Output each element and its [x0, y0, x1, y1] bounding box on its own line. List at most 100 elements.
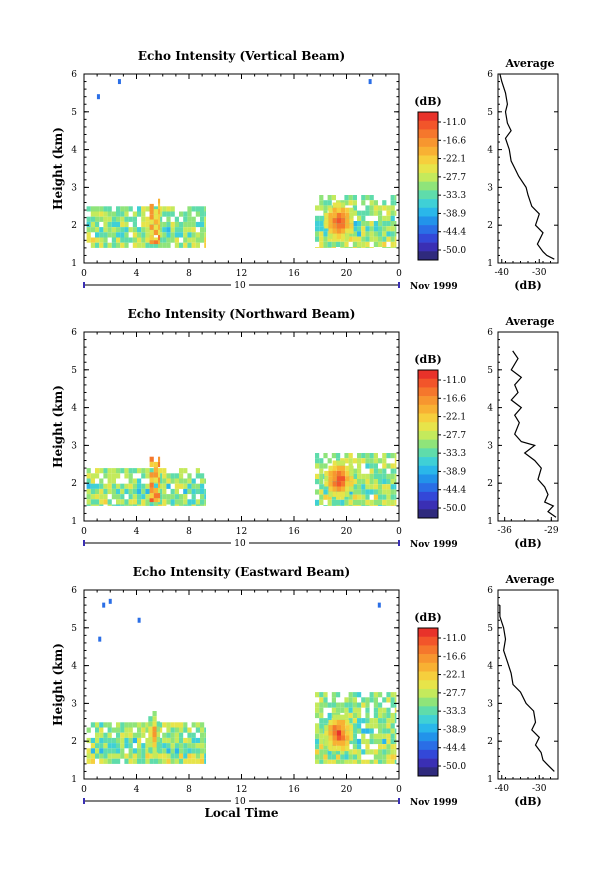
colorbar-swatch [418, 242, 438, 252]
echo-cell [174, 216, 179, 222]
echo-cell [382, 453, 387, 459]
echo-cell [107, 483, 112, 489]
echo-cell [319, 738, 324, 745]
echo-cell [361, 759, 366, 764]
echo-cell [332, 719, 337, 726]
echo-cell [324, 212, 329, 219]
echo-cell [365, 205, 370, 211]
echo-cell [187, 211, 192, 217]
echo-cell [141, 504, 146, 506]
echo-cell [336, 212, 341, 219]
echo-cell [166, 499, 171, 505]
echo-cell [386, 733, 391, 739]
y-tick-label: 2 [71, 221, 77, 231]
x-tick-label: 20 [341, 785, 353, 795]
colorbar-swatch [418, 688, 438, 698]
echo-cell [341, 202, 346, 208]
echo-cell [390, 744, 395, 750]
echo-cell [141, 468, 146, 474]
echo-cell [204, 227, 206, 233]
echo-cell [341, 491, 346, 497]
echo-cell [187, 753, 192, 759]
echo-cell [352, 231, 357, 237]
echo-cell [357, 738, 362, 745]
echo-cell [369, 195, 374, 201]
echo-cell [158, 472, 161, 478]
echo-cell [128, 478, 133, 484]
panel-3: Echo Intensity (Eastward Beam)0 4 8 12 16 20 0… [51, 565, 559, 820]
echo-cell [137, 483, 142, 489]
echo-cell [352, 733, 357, 739]
echo-cell [99, 743, 104, 749]
echo-cell [365, 499, 370, 505]
echo-cell [315, 505, 320, 506]
echo-cell [145, 227, 150, 233]
echo-cell [361, 195, 366, 201]
echo-cell [373, 702, 378, 708]
echo-cell [328, 470, 333, 477]
echo-cell [345, 725, 350, 731]
echo-cell [111, 504, 116, 506]
echo-cell [357, 479, 362, 485]
echo-cell [378, 221, 383, 227]
echo-cell [145, 727, 150, 733]
echo-cell [183, 216, 188, 222]
echo-cell [111, 221, 116, 228]
echo-cell [162, 206, 167, 212]
echo-cell [86, 227, 91, 233]
echo-cell [145, 242, 150, 248]
echo-cell [323, 759, 328, 764]
echo-cell [179, 473, 184, 479]
echo-cell [137, 504, 142, 506]
colorbar-swatch [418, 387, 438, 397]
echo-cell [390, 718, 395, 724]
echo-cell [141, 494, 146, 500]
echo-cell [107, 478, 112, 484]
echo-cell [390, 205, 395, 211]
echo-cell [174, 227, 179, 233]
echo-cell [162, 488, 167, 495]
echo-cell [90, 473, 95, 479]
colorbar-swatch [418, 225, 438, 235]
echo-cell [191, 753, 196, 759]
echo-cell [179, 753, 184, 759]
echo-cell [148, 731, 153, 737]
echo-cell [390, 484, 395, 490]
echo-cell [170, 753, 175, 759]
colorbar-swatch [418, 767, 438, 777]
echo-cell [166, 216, 171, 222]
echo-cell [365, 195, 370, 201]
echo-cell [394, 231, 397, 237]
echo-cell [378, 236, 383, 242]
echo-cell [116, 468, 121, 474]
average-y-tick-label: 4 [487, 146, 493, 156]
echo-cell [200, 748, 205, 754]
echo-cell [361, 453, 366, 459]
echo-cell [336, 460, 341, 466]
echo-cell [378, 499, 383, 505]
colorbar-swatch [418, 706, 438, 716]
y-tick-label: 6 [71, 70, 77, 80]
echo-cell [352, 754, 357, 760]
echo-cell [315, 738, 320, 745]
echo-cell [103, 758, 108, 764]
echo-cell [153, 240, 158, 245]
echo-cell [348, 453, 353, 459]
echo-cell [341, 207, 346, 213]
echo-cell [204, 478, 206, 484]
echo-cell [158, 482, 161, 488]
echo-cell [200, 727, 205, 733]
echo-cell [349, 486, 354, 492]
echo-cell [158, 493, 161, 499]
echo-cell [328, 212, 333, 219]
echo-cell [103, 737, 108, 744]
echo-cell [324, 730, 329, 736]
echo-cell [124, 499, 129, 505]
echo-cell [120, 499, 125, 505]
echo-cell [179, 737, 184, 744]
echo-cell [315, 221, 320, 227]
echo-cell [357, 241, 362, 247]
echo-cell [132, 488, 137, 495]
echo-cell [344, 697, 349, 703]
